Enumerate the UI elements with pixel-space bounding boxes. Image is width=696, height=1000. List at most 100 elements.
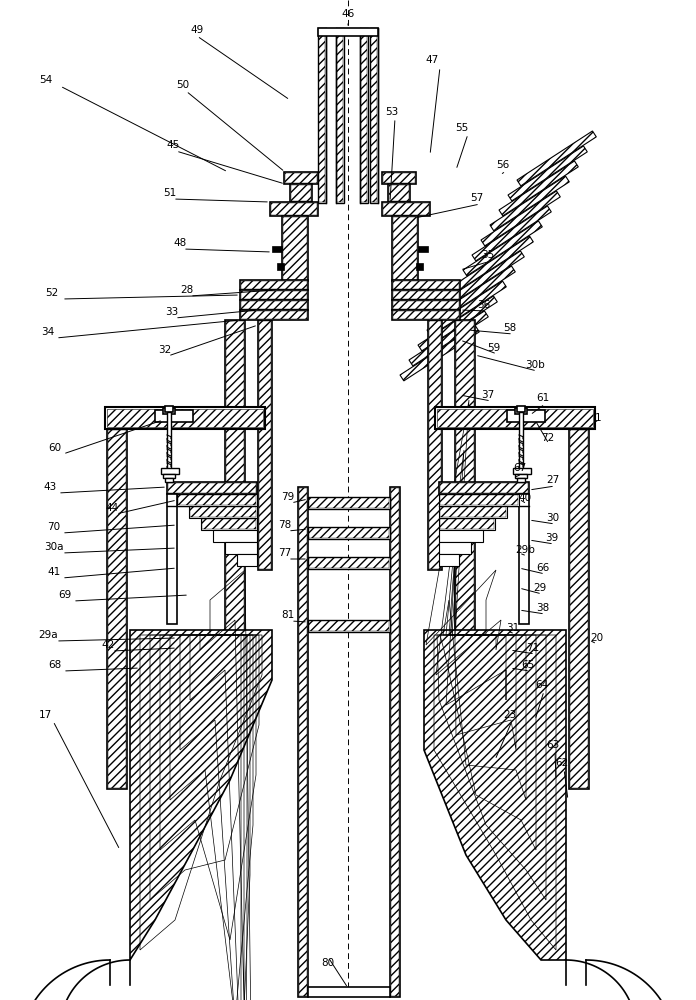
Bar [237,554,257,566]
Text: 29a: 29a [38,630,58,640]
Bar [299,488,307,996]
Text: 53: 53 [386,107,399,117]
Text: 50: 50 [177,80,189,90]
Bar [368,28,370,203]
Text: 34: 34 [41,327,54,337]
Bar [241,311,307,319]
Polygon shape [499,161,578,216]
Bar [258,320,272,570]
Bar [337,29,343,202]
Text: 57: 57 [470,193,484,203]
Bar [392,310,460,320]
Text: 20: 20 [590,633,603,643]
Bar [440,519,494,529]
Bar [107,429,127,789]
Text: 65: 65 [521,660,535,670]
Bar [513,468,531,474]
Text: 66: 66 [537,563,550,573]
Bar [225,542,257,554]
Bar [168,483,256,493]
Bar [309,528,389,538]
Text: 78: 78 [278,520,292,530]
Bar [298,487,308,997]
Bar [383,173,415,183]
Text: 80: 80 [322,958,335,968]
Bar [155,410,193,422]
Bar [393,291,459,299]
Bar [390,487,400,997]
Bar [190,507,256,517]
Text: 30a: 30a [45,542,64,552]
Bar [416,263,423,270]
Text: 37: 37 [482,390,495,400]
Bar [107,409,263,427]
Bar [241,281,307,289]
Bar [361,29,367,202]
Bar [163,474,175,478]
Bar [167,482,257,494]
Polygon shape [490,176,569,231]
Bar [284,172,318,184]
Text: 47: 47 [425,55,438,65]
Polygon shape [481,191,560,246]
Text: 70: 70 [47,522,61,532]
Text: 29b: 29b [515,545,535,555]
Bar [429,321,441,569]
Bar [319,29,325,202]
Polygon shape [454,236,533,291]
Bar [165,406,173,412]
Bar [360,28,368,203]
Bar [439,506,507,518]
Bar [241,301,307,309]
Bar [393,301,459,309]
Bar [439,554,459,566]
Bar [391,488,399,996]
Bar [435,407,595,429]
Bar [382,172,416,184]
Bar [418,246,428,252]
Bar [309,498,389,508]
Bar [439,494,519,506]
Bar [309,621,389,631]
Text: 17: 17 [38,710,52,720]
Bar [108,430,126,788]
Text: 51: 51 [164,188,177,198]
Bar [515,474,527,478]
Text: 45: 45 [166,140,180,150]
Bar [455,320,475,660]
Text: 39: 39 [546,533,559,543]
Bar [440,483,528,493]
Bar [308,497,390,509]
Bar [282,216,308,281]
Bar [189,506,257,518]
Bar [439,482,529,494]
Text: 61: 61 [537,393,550,403]
Text: 40: 40 [519,493,532,503]
Text: 69: 69 [58,590,72,600]
Bar [177,494,257,506]
Polygon shape [508,146,587,201]
Text: 35: 35 [482,250,495,260]
Text: 31: 31 [507,623,520,633]
Bar [437,409,593,427]
Bar [163,408,175,414]
Bar [270,202,318,216]
Text: 56: 56 [496,160,509,170]
Text: 55: 55 [455,123,468,133]
Bar [290,184,312,202]
Bar [515,408,527,414]
Text: 23: 23 [503,710,516,720]
Bar [318,28,326,203]
Bar [318,28,378,36]
Text: 60: 60 [49,443,61,453]
Text: 42: 42 [102,640,115,650]
Bar [392,280,460,290]
Text: 54: 54 [40,75,53,85]
Bar [225,320,245,660]
Text: 36: 36 [477,300,491,310]
Bar [370,28,378,203]
Bar [388,184,410,202]
Bar [308,987,390,997]
Bar [507,410,545,422]
Bar [271,203,317,215]
